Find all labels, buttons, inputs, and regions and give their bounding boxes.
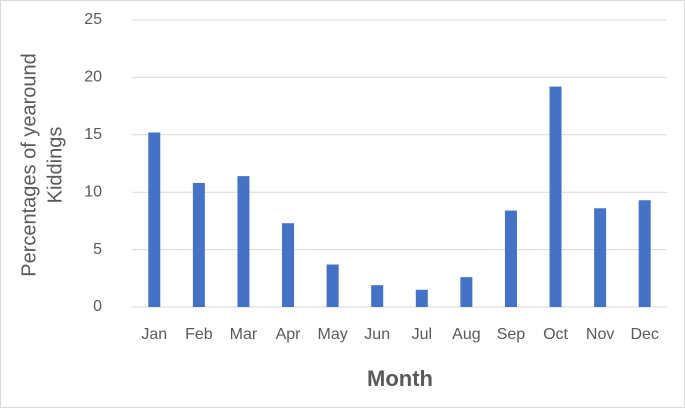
x-tick-label: Mar — [230, 326, 258, 343]
bar — [371, 285, 384, 307]
bar — [594, 208, 607, 307]
bar — [549, 86, 562, 307]
y-axis-title-line: Percentages of yearound — [18, 53, 40, 277]
y-tick-label: 20 — [84, 69, 102, 86]
bar — [192, 183, 205, 307]
y-tick-label: 0 — [93, 298, 102, 315]
y-axis-title: Percentages of yearound Kiddings — [18, 53, 66, 277]
x-tick-label: Jun — [364, 326, 390, 343]
bar — [460, 277, 473, 307]
y-tick-label: 10 — [84, 183, 102, 200]
x-tick-label: Jan — [141, 326, 167, 343]
y-tick-label: 15 — [84, 126, 102, 143]
x-tick-label: May — [318, 326, 348, 343]
x-tick-label: Feb — [185, 326, 213, 343]
y-tick-label: 25 — [84, 11, 102, 28]
x-tick-label: Oct — [543, 326, 568, 343]
x-tick-label: Jul — [412, 326, 432, 343]
x-tick-label: Aug — [452, 326, 480, 343]
y-axis-title-line: Kiddings — [44, 127, 66, 204]
y-tick-label: 5 — [93, 241, 102, 258]
bar — [415, 289, 428, 307]
bar — [504, 210, 517, 307]
x-axis-title: Month — [367, 366, 433, 391]
x-tick-label: Nov — [586, 326, 614, 343]
x-tick-label: Dec — [630, 326, 658, 343]
bar — [237, 176, 250, 307]
x-tick-label: Apr — [276, 326, 302, 343]
bar — [638, 200, 651, 307]
bar — [282, 223, 295, 307]
bar — [148, 132, 161, 307]
x-tick-label: Sep — [497, 326, 526, 343]
bar — [326, 264, 339, 307]
